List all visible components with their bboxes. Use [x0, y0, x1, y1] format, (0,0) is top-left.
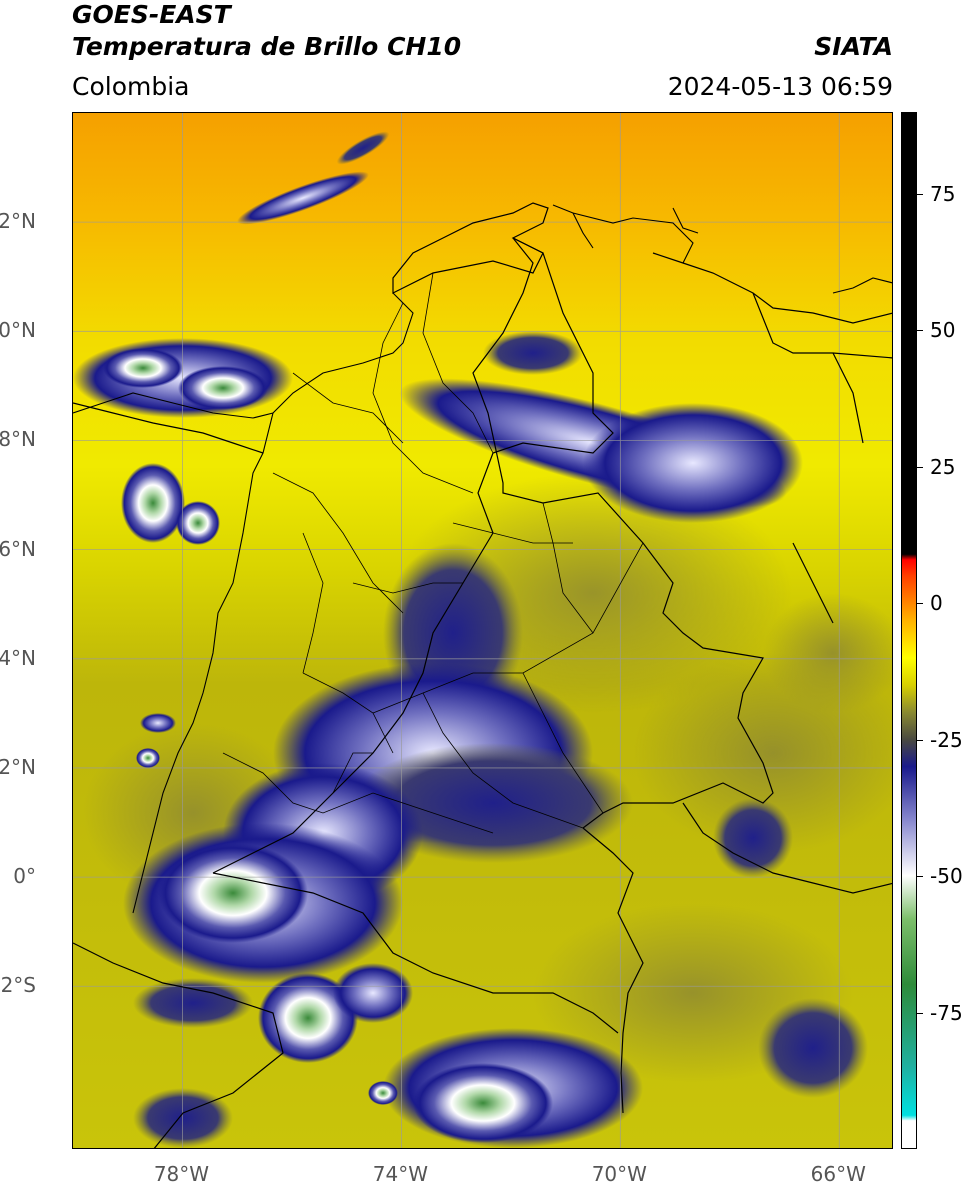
- colombia-outline: [392, 202, 549, 294]
- colorbar-tick-label: 25: [930, 454, 956, 479]
- colorbar-tick-mark: [917, 193, 923, 195]
- latitude-tick-label: 0°: [13, 864, 36, 889]
- latitude-tick-label: 10°N: [0, 318, 36, 343]
- datetime-label: 2024-05-13 06:59: [667, 72, 893, 101]
- latitude-tick-label: 6°N: [0, 536, 36, 561]
- latitude-tick-label: 12°N: [0, 209, 36, 234]
- cloud-systems: [73, 131, 868, 1148]
- political-borders: [73, 202, 892, 1148]
- longitude-tick-label: 66°W: [810, 1162, 866, 1186]
- colorbar-tick-mark: [917, 1012, 923, 1014]
- venezuela-colombia-border: [472, 237, 774, 829]
- colorbar-tick-label: 50: [930, 318, 956, 343]
- colorbar-tick-label: -50: [930, 864, 963, 889]
- graticule: [73, 113, 892, 1148]
- map-svg: [73, 113, 892, 1148]
- brazil-border: [582, 827, 644, 1114]
- satellite-map: [72, 112, 893, 1149]
- latitude-tick-label: 2°N: [0, 754, 36, 779]
- source-label: SIATA: [814, 32, 893, 61]
- longitude-tick-label: 74°W: [372, 1162, 429, 1186]
- colorbar-tick-mark: [917, 466, 923, 468]
- latitude-tick-label: 4°N: [0, 645, 36, 670]
- colorbar-tick-label: 0: [930, 591, 943, 616]
- product-title: Temperatura de Brillo CH10: [72, 32, 462, 61]
- peru-ecuador-border: [212, 872, 619, 1034]
- colorbar-tick-label: -75: [930, 1000, 963, 1025]
- colorbar-tick-label: 75: [930, 181, 956, 206]
- longitude-tick-label: 78°W: [153, 1162, 210, 1186]
- colorbar-tick-mark: [917, 330, 923, 332]
- satellite-title: GOES-EAST: [72, 0, 231, 29]
- colorbar-tick-mark: [917, 876, 923, 878]
- colorbar-tick-mark: [917, 739, 923, 741]
- colorbar: [901, 112, 917, 1149]
- latitude-tick-label: 2°S: [0, 973, 36, 998]
- colorbar-tick-label: -25: [930, 727, 963, 752]
- latitude-tick-label: 8°N: [0, 427, 36, 452]
- longitude-tick-label: 70°W: [591, 1162, 647, 1186]
- region-label: Colombia: [72, 72, 190, 101]
- coastlines: [73, 204, 892, 914]
- colorbar-tick-mark: [917, 603, 923, 605]
